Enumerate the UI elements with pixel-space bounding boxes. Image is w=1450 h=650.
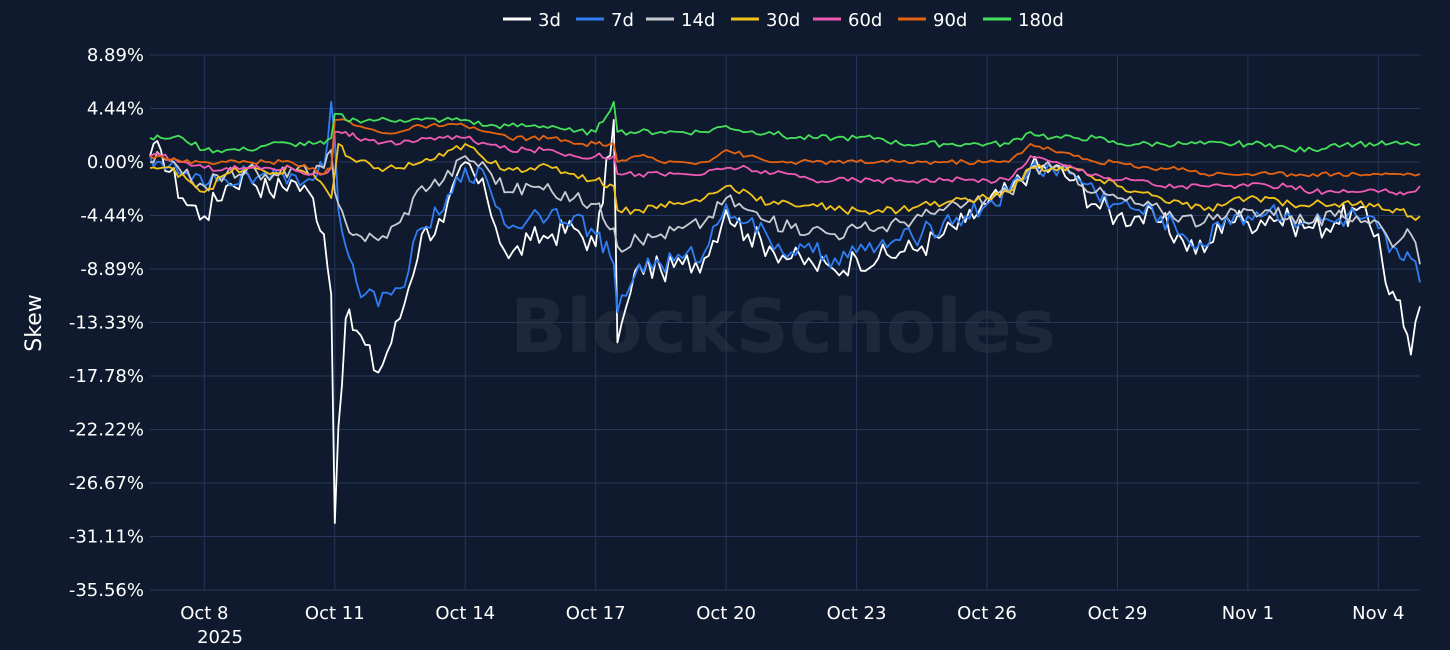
x-tick-label: Oct 26	[957, 603, 1017, 624]
legend-label: 3d	[538, 10, 561, 31]
x-tick-label: Oct 8	[180, 603, 228, 624]
x-tick-label: Oct 14	[435, 603, 495, 624]
x-axis-year-label: 2025	[197, 627, 243, 648]
legend-item-14d[interactable]: 14d	[646, 10, 715, 31]
x-tick-label: Nov 1	[1222, 603, 1274, 624]
y-tick-label: -31.11%	[69, 526, 144, 547]
y-tick-label: -4.44%	[80, 205, 144, 226]
y-tick-label: 4.44%	[87, 99, 144, 120]
legend-label: 60d	[848, 10, 882, 31]
x-tick-label: Oct 20	[696, 603, 756, 624]
x-tick-label: Oct 11	[305, 603, 365, 624]
y-tick-label: -35.56%	[69, 580, 144, 601]
legend-item-60d[interactable]: 60d	[813, 10, 882, 31]
legend-label: 90d	[933, 10, 967, 31]
x-tick-label: Nov 4	[1352, 603, 1404, 624]
legend-item-90d[interactable]: 90d	[898, 10, 967, 31]
legend-label: 180d	[1018, 10, 1064, 31]
y-axis-title: Skew	[22, 294, 47, 351]
legend-label: 30d	[766, 10, 800, 31]
series-line-90d	[150, 119, 1420, 176]
series-line-14d	[150, 150, 1420, 264]
y-tick-label: -13.33%	[69, 312, 144, 333]
y-tick-label: 8.89%	[87, 45, 144, 66]
y-axis-ticks: 8.89% 4.44% 0.00% -4.44% -8.89% -13.33% -17.78…	[69, 45, 144, 601]
legend-label: 7d	[611, 10, 634, 31]
watermark: BlockScholes	[510, 284, 1056, 370]
legend-item-3d[interactable]: 3d	[503, 10, 561, 31]
x-axis-ticks: Oct 8 Oct 11 Oct 14 Oct 17 Oct 20 Oct 23 Oct 2…	[180, 603, 1404, 624]
x-tick-label: Oct 29	[1088, 603, 1148, 624]
y-tick-label: -8.89%	[80, 259, 144, 280]
y-tick-label: 0.00%	[87, 152, 144, 173]
x-tick-label: Oct 23	[827, 603, 887, 624]
legend-item-180d[interactable]: 180d	[983, 10, 1064, 31]
legend-item-30d[interactable]: 30d	[731, 10, 800, 31]
legend-item-7d[interactable]: 7d	[576, 10, 634, 31]
legend-label: 14d	[681, 10, 715, 31]
x-tick-label: Oct 17	[566, 603, 626, 624]
y-tick-label: -17.78%	[69, 366, 144, 387]
series-line-60d	[150, 132, 1420, 195]
y-tick-label: -22.22%	[69, 419, 144, 440]
y-tick-label: -26.67%	[69, 473, 144, 494]
legend: 3d 7d 14d 30d 60d 90d 180d	[503, 10, 1064, 31]
